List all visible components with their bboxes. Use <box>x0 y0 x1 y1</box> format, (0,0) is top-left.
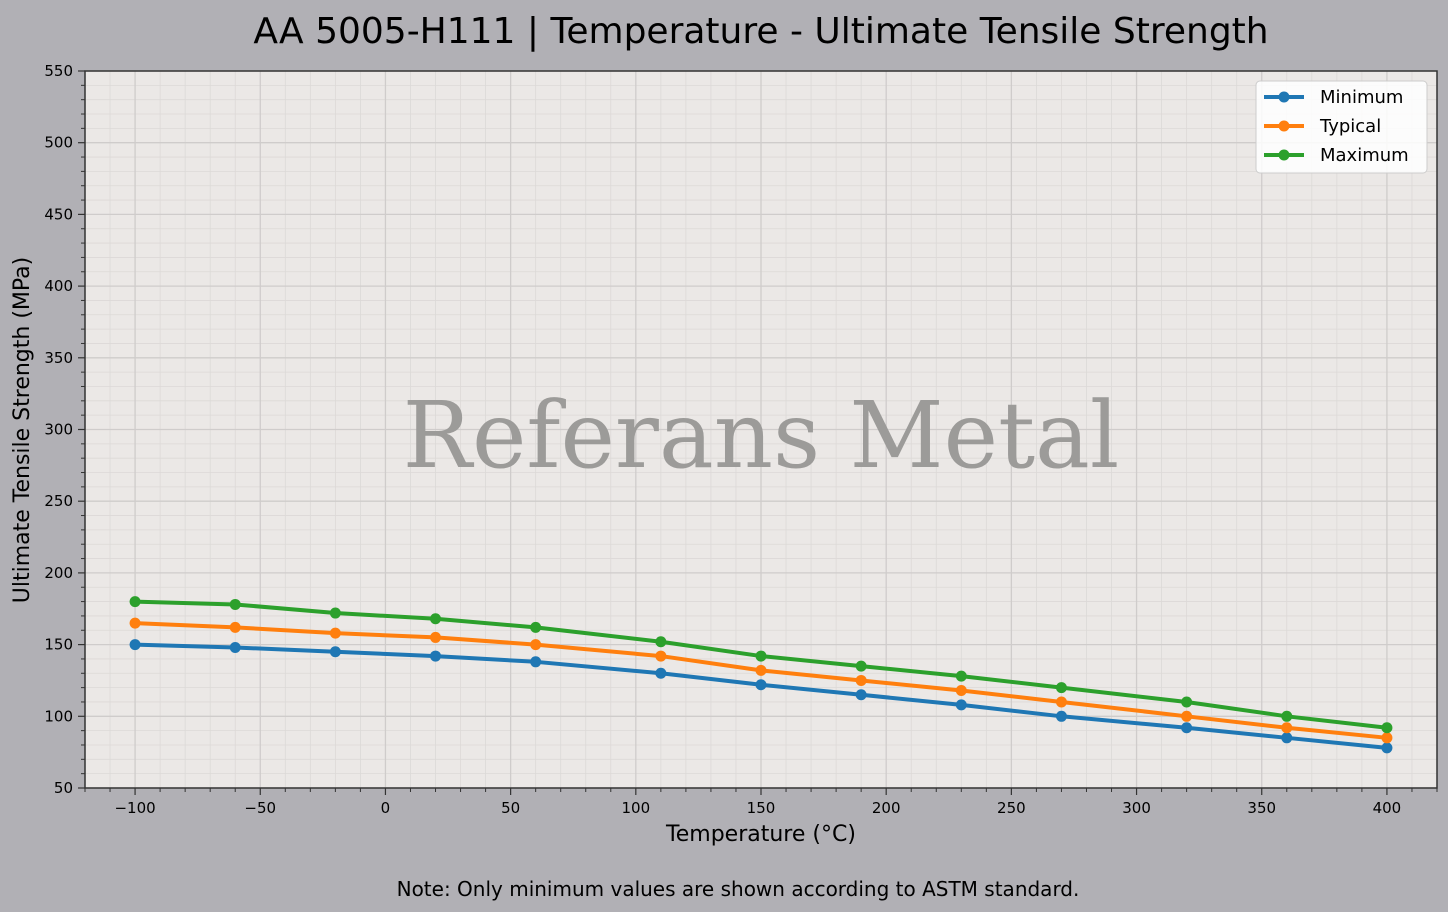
y-axis-label: Ultimate Tensile Strength (MPa) <box>10 257 35 603</box>
y-tick-label: 100 <box>44 707 73 725</box>
x-tick-label: 150 <box>747 799 776 817</box>
legend-entry-typical: Typical <box>1264 116 1381 137</box>
note: Note: Only minimum values are shown acco… <box>397 877 1080 901</box>
legend-label: Minimum <box>1320 87 1403 108</box>
x-axis-label: Temperature (°C) <box>665 822 856 847</box>
data-point <box>229 621 241 633</box>
x-tick-label: −100 <box>114 799 155 817</box>
data-point <box>755 664 767 676</box>
data-point <box>1181 722 1193 734</box>
x-tick-label: 400 <box>1373 799 1402 817</box>
x-tick-label: 300 <box>1122 799 1151 817</box>
data-point <box>1055 696 1067 708</box>
legend-label: Maximum <box>1320 145 1409 166</box>
data-point <box>1381 722 1393 734</box>
data-point <box>755 650 767 662</box>
y-tick-label: 400 <box>44 277 73 295</box>
data-point <box>530 621 542 633</box>
data-point <box>655 650 667 662</box>
data-point <box>430 631 442 643</box>
data-point <box>655 636 667 648</box>
data-point <box>955 670 967 682</box>
data-point <box>1281 710 1293 722</box>
y-tick-label: 350 <box>44 349 73 367</box>
data-point <box>129 617 141 629</box>
data-point <box>129 639 141 651</box>
y-tick-label: 250 <box>44 492 73 510</box>
series-group <box>129 596 1393 754</box>
data-point <box>229 641 241 653</box>
data-point <box>1181 696 1193 708</box>
data-point <box>855 674 867 686</box>
legend-box <box>1255 80 1428 174</box>
legend-entry-maximum: Maximum <box>1264 145 1409 166</box>
data-point <box>1381 732 1393 744</box>
legend-label: Typical <box>1319 116 1381 137</box>
data-point <box>1055 710 1067 722</box>
x-tick-label: 350 <box>1247 799 1276 817</box>
data-point <box>1381 742 1393 754</box>
x-tick-label: 50 <box>501 799 520 817</box>
chart-title: AA 5005-H111 | Temperature - Ultimate Te… <box>253 11 1268 52</box>
series-minimum <box>129 639 1393 754</box>
legend-marker <box>1278 120 1290 132</box>
grid <box>84 70 1438 789</box>
data-point <box>755 679 767 691</box>
data-point <box>530 656 542 668</box>
data-point <box>530 639 542 651</box>
x-tick-label: 0 <box>381 799 391 817</box>
y-tick-label: 200 <box>44 564 73 582</box>
data-point <box>955 699 967 711</box>
data-point <box>329 627 341 639</box>
axes: −100 −50 0 50 100 150 200 250 300 350 400 50 100 150 2… <box>44 62 1438 817</box>
data-point <box>855 660 867 672</box>
data-point <box>655 667 667 679</box>
legend: Minimum Typical Maximum <box>1255 80 1428 174</box>
y-tick-label: 50 <box>54 779 73 797</box>
data-point <box>1281 732 1293 744</box>
series-typical <box>129 617 1393 744</box>
data-point <box>329 607 341 619</box>
series-maximum <box>129 596 1393 734</box>
watermark: Referans Metal <box>403 382 1120 489</box>
data-point <box>955 684 967 696</box>
data-point <box>430 613 442 625</box>
data-point <box>229 598 241 610</box>
x-tick-label: −50 <box>244 799 276 817</box>
y-tick-label: 300 <box>44 421 73 439</box>
data-point <box>430 650 442 662</box>
data-point <box>855 689 867 701</box>
data-point <box>1055 682 1067 694</box>
data-point <box>1281 722 1293 734</box>
y-tick-label: 450 <box>44 205 73 223</box>
x-tick-label: 100 <box>621 799 650 817</box>
y-tick-label: 550 <box>44 62 73 80</box>
x-tick-label: 200 <box>872 799 901 817</box>
legend-entry-minimum: Minimum <box>1264 87 1403 108</box>
x-tick-label: 250 <box>997 799 1026 817</box>
data-point <box>129 596 141 608</box>
data-point <box>329 646 341 658</box>
legend-marker <box>1278 91 1290 103</box>
y-tick-label: 150 <box>44 636 73 654</box>
data-point <box>1181 710 1193 722</box>
legend-marker <box>1278 149 1290 161</box>
y-tick-label: 500 <box>44 134 73 152</box>
